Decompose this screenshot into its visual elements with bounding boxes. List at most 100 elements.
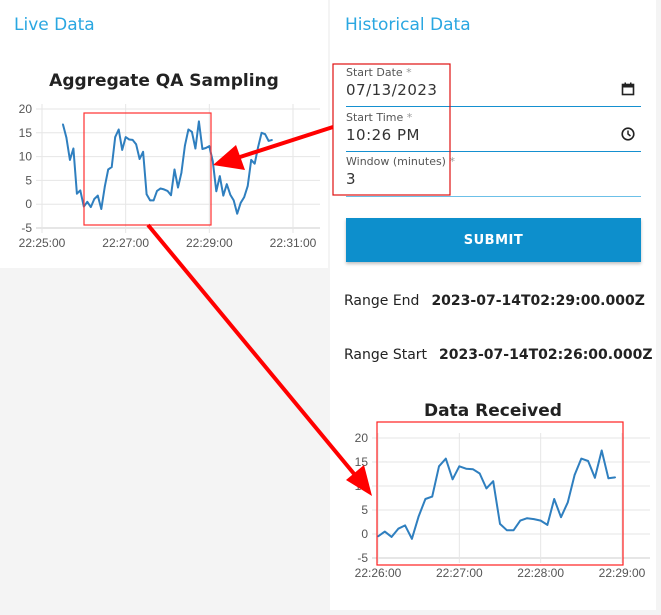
data-point (533, 518, 535, 520)
data-point (485, 487, 488, 490)
y-tick-label: -5 (357, 551, 368, 565)
data-point (271, 139, 273, 141)
data-point (390, 536, 393, 538)
data-point (187, 128, 190, 131)
data-point (194, 147, 197, 150)
data-point (444, 457, 447, 460)
data-point (553, 498, 556, 500)
data-point (201, 148, 204, 150)
start-time-label: Start Time (346, 111, 404, 124)
live-chart-title: Aggregate QA Sampling (49, 71, 279, 91)
start-time-field[interactable]: Start Time * 10:26 PM (346, 111, 641, 152)
data-point (62, 123, 64, 126)
data-point (208, 145, 211, 147)
data-point (424, 498, 427, 500)
data-point (83, 205, 85, 208)
x-tick-label: 22:29:00 (599, 566, 646, 580)
data-point (96, 194, 99, 197)
data-point (560, 516, 562, 518)
data-point (257, 146, 259, 148)
data-point (478, 472, 481, 475)
data-point (90, 206, 92, 208)
data-point (492, 480, 495, 482)
data-point (145, 193, 148, 196)
data-point (184, 144, 186, 147)
data-point (142, 151, 144, 153)
data-point (587, 460, 589, 462)
y-tick-label: 0 (361, 527, 368, 541)
data-point (250, 159, 252, 161)
data-point (69, 159, 71, 161)
data-point (114, 136, 117, 138)
data-point (397, 527, 400, 530)
window-minutes-input[interactable]: 3 (346, 170, 357, 188)
data-point (107, 168, 110, 171)
data-point (404, 524, 406, 527)
y-tick-label: 10 (19, 150, 33, 164)
clock-icon[interactable] (621, 126, 635, 145)
data-point (232, 199, 235, 202)
data-point (65, 136, 68, 139)
data-point (205, 147, 207, 149)
data-point (539, 519, 542, 522)
data-point (149, 199, 151, 202)
start-date-label: Start Date (346, 66, 403, 79)
y-tick-label: 5 (361, 503, 368, 517)
start-date-input[interactable]: 07/13/2023 (346, 81, 438, 99)
range-end-value: 2023-07-14T02:29:00.000Z (431, 293, 645, 309)
data-point (93, 198, 96, 200)
data-series-line (61, 120, 273, 215)
data-point (128, 138, 130, 141)
x-tick-label: 22:31:00 (270, 236, 317, 250)
data-point (135, 143, 137, 146)
data-point (218, 175, 221, 177)
submit-button[interactable]: SUBMIT (346, 218, 641, 262)
data-point (600, 449, 603, 452)
data-point (246, 185, 249, 187)
y-tick-label: 20 (19, 102, 33, 116)
x-tick-label: 22:25:00 (19, 236, 66, 250)
data-point (170, 194, 172, 196)
data-point (580, 457, 583, 460)
data-point (519, 519, 522, 522)
data-point (607, 477, 610, 480)
data-point (103, 185, 106, 188)
data-point (411, 538, 413, 540)
data-point (229, 193, 232, 196)
data-point (121, 149, 123, 151)
data-point (212, 160, 214, 163)
x-tick-label: 22:29:00 (186, 236, 233, 250)
range-start-value: 2023-07-14T02:26:00.000Z (439, 347, 653, 363)
data-point (546, 524, 549, 526)
data-point (117, 128, 120, 131)
data-point (173, 168, 176, 171)
calendar-icon[interactable] (621, 81, 635, 100)
data-point (253, 162, 256, 165)
data-point (79, 189, 82, 192)
data-point (138, 158, 141, 160)
data-point (239, 201, 242, 204)
data-point (267, 140, 270, 142)
y-tick-label: 15 (19, 126, 33, 140)
y-tick-label: 20 (355, 431, 369, 445)
range-start: Range Start 2023-07-14T02:26:00.000Z (344, 347, 653, 363)
data-point (566, 501, 569, 504)
data-point (377, 535, 379, 538)
data-point (156, 190, 158, 192)
data-point (417, 515, 420, 518)
data-point (159, 187, 162, 190)
data-point (225, 183, 228, 186)
data-point (472, 468, 474, 470)
data-point (86, 201, 89, 203)
window-minutes-field[interactable]: Window (minutes) * 3 (346, 155, 641, 197)
data-point (124, 136, 127, 138)
data-point (76, 192, 78, 195)
start-time-input[interactable]: 10:26 PM (346, 126, 420, 144)
data-point (383, 530, 386, 533)
data-series-line (377, 449, 616, 540)
y-tick-label: 10 (355, 479, 369, 493)
data-point (438, 465, 440, 468)
live-data-heading: Live Data (14, 15, 95, 35)
window-minutes-label: Window (minutes) (346, 155, 446, 168)
start-date-field[interactable]: Start Date * 07/13/2023 (346, 66, 641, 107)
